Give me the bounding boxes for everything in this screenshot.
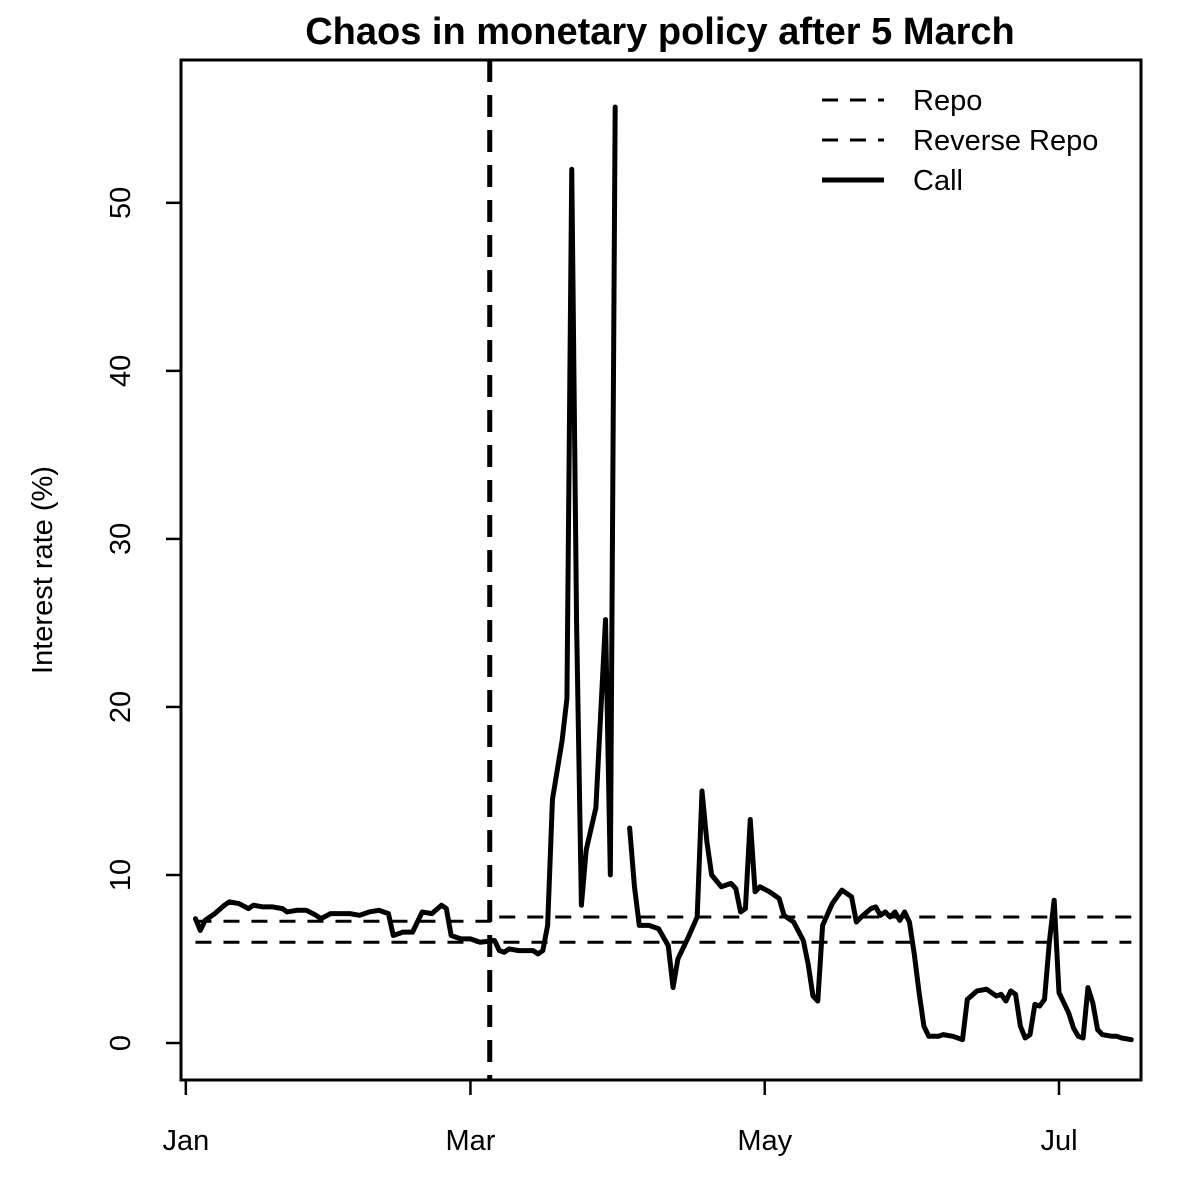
y-tick-label: 40 [105, 355, 137, 387]
y-tick-label: 0 [105, 1035, 137, 1051]
y-tick-label: 50 [105, 187, 137, 219]
legend-label-repo: Repo [913, 85, 982, 117]
y-tick-label: 10 [105, 859, 137, 891]
plot-area [192, 60, 1134, 1080]
plot-frame [179, 58, 1143, 1082]
x-tick-label: Mar [445, 1125, 495, 1157]
y-axis-label: Interest rate (%) [27, 466, 59, 674]
y-axis: 0 10 20 30 40 50 [105, 187, 183, 1051]
y-tick-label: 30 [105, 523, 137, 555]
legend: Repo Reverse Repo Call [822, 85, 1098, 197]
x-axis: Jan Mar May Jul [162, 1078, 1078, 1157]
legend-label-reverse-repo: Reverse Repo [913, 125, 1098, 157]
legend-label-call: Call [913, 165, 963, 197]
x-tick-label: May [737, 1125, 792, 1157]
chart-title: Chaos in monetary policy after 5 March [305, 11, 1015, 53]
y-tick-label: 20 [105, 691, 137, 723]
x-tick-label: Jan [162, 1125, 209, 1157]
series-call-line [627, 788, 1134, 1043]
series-call-line [192, 104, 618, 957]
x-tick-label: Jul [1040, 1125, 1077, 1157]
